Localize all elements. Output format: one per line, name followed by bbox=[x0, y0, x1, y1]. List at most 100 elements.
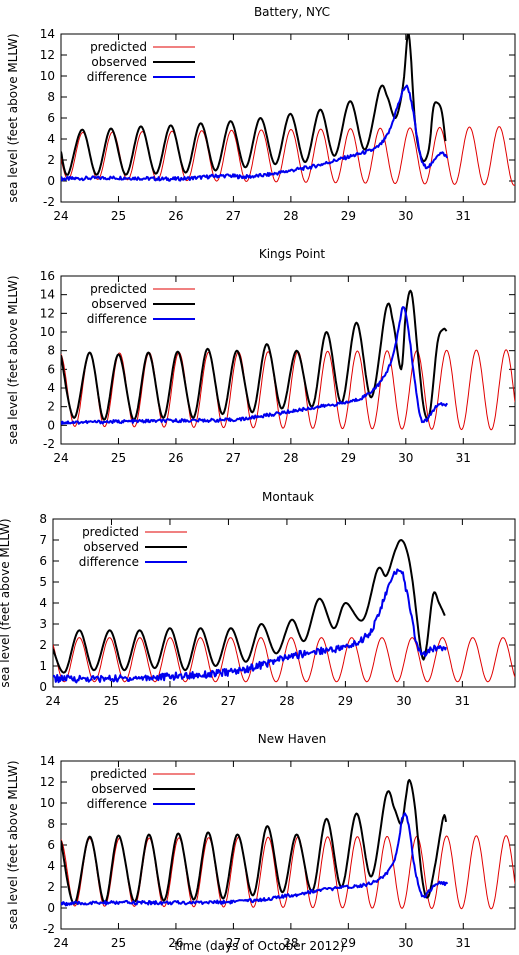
x-tick-label: 31 bbox=[455, 694, 470, 708]
x-tick-label: 31 bbox=[456, 936, 471, 950]
x-tick-label: 28 bbox=[283, 936, 298, 950]
y-axis-label: sea level (feet above MLLW) bbox=[6, 275, 20, 444]
series-line-difference bbox=[53, 568, 447, 684]
x-tick-label: 28 bbox=[283, 451, 298, 465]
series-line-difference bbox=[61, 812, 449, 907]
x-tick-label: 29 bbox=[338, 694, 353, 708]
x-tick-label: 26 bbox=[168, 451, 183, 465]
y-tick-label: 4 bbox=[47, 132, 55, 146]
y-tick-label: 0 bbox=[47, 418, 55, 432]
legend-label-difference: difference bbox=[87, 70, 147, 84]
plot-area bbox=[61, 34, 515, 186]
y-axis-label: sea level (feet above MLLW) bbox=[6, 760, 20, 929]
y-tick-label: 4 bbox=[39, 596, 47, 610]
x-tick-label: 25 bbox=[111, 209, 126, 223]
y-tick-label: 14 bbox=[40, 754, 55, 768]
y-tick-label: 3 bbox=[39, 617, 47, 631]
x-tick-label: 27 bbox=[221, 694, 236, 708]
y-tick-label: 10 bbox=[40, 69, 55, 83]
y-tick-label: 1 bbox=[39, 659, 47, 673]
common-x-axis-label: time (days of October 2012) bbox=[174, 939, 345, 953]
legend-label-predicted: predicted bbox=[82, 525, 139, 539]
y-tick-label: 6 bbox=[39, 554, 47, 568]
series-line-difference bbox=[61, 306, 449, 425]
x-tick-label: 27 bbox=[226, 451, 241, 465]
x-tick-label: 31 bbox=[456, 451, 471, 465]
x-tick-label: 31 bbox=[456, 209, 471, 223]
y-tick-label: 6 bbox=[47, 111, 55, 125]
y-tick-label: 4 bbox=[47, 859, 55, 873]
series-line-observed bbox=[61, 778, 447, 905]
y-tick-label: 8 bbox=[47, 90, 55, 104]
y-tick-label: 14 bbox=[40, 27, 55, 41]
legend-label-difference: difference bbox=[87, 797, 147, 811]
y-tick-label: 0 bbox=[47, 174, 55, 188]
x-tick-label: 30 bbox=[398, 209, 413, 223]
y-tick-label: 12 bbox=[40, 775, 55, 789]
y-tick-label: 8 bbox=[47, 344, 55, 358]
plot-area bbox=[61, 289, 515, 431]
legend-label-difference: difference bbox=[87, 312, 147, 326]
x-tick-label: 27 bbox=[226, 936, 241, 950]
y-tick-label: 16 bbox=[40, 269, 55, 283]
y-tick-label: -2 bbox=[43, 437, 55, 451]
y-tick-label: 2 bbox=[47, 880, 55, 894]
legend-label-difference: difference bbox=[79, 555, 139, 569]
x-tick-label: 24 bbox=[45, 694, 60, 708]
x-tick-label: 29 bbox=[341, 936, 356, 950]
y-axis-label: sea level (feet above MLLW) bbox=[0, 518, 12, 687]
x-tick-label: 30 bbox=[398, 936, 413, 950]
y-tick-label: 2 bbox=[47, 400, 55, 414]
x-tick-label: 24 bbox=[53, 936, 68, 950]
x-tick-label: 27 bbox=[226, 209, 241, 223]
y-tick-label: 8 bbox=[47, 817, 55, 831]
y-tick-label: 5 bbox=[39, 575, 47, 589]
y-tick-label: 8 bbox=[39, 512, 47, 526]
series-line-predicted bbox=[61, 126, 515, 186]
y-tick-label: 7 bbox=[39, 533, 47, 547]
series-line-observed bbox=[53, 539, 446, 674]
legend-label-observed: observed bbox=[91, 782, 147, 796]
chart-title: Battery, NYC bbox=[254, 5, 330, 19]
y-tick-label: 0 bbox=[39, 680, 47, 694]
x-tick-label: 26 bbox=[168, 209, 183, 223]
y-tick-label: 14 bbox=[40, 288, 55, 302]
x-tick-label: 26 bbox=[162, 694, 177, 708]
y-tick-label: 12 bbox=[40, 48, 55, 62]
plot-area bbox=[61, 778, 515, 910]
chart-panel: Kings Point sea level (feet above MLLW) -2… bbox=[6, 247, 516, 465]
y-tick-label: 6 bbox=[47, 362, 55, 376]
x-tick-label: 24 bbox=[53, 209, 68, 223]
x-tick-label: 30 bbox=[398, 451, 413, 465]
x-tick-label: 29 bbox=[341, 209, 356, 223]
y-tick-label: 2 bbox=[47, 153, 55, 167]
y-tick-label: 4 bbox=[47, 381, 55, 395]
chart-panel: Battery, NYC sea level (feet above MLLW) -… bbox=[6, 5, 516, 223]
legend-label-observed: observed bbox=[91, 297, 147, 311]
y-tick-label: 2 bbox=[39, 638, 47, 652]
x-tick-label: 28 bbox=[279, 694, 294, 708]
chart-panel: Montauk sea level (feet above MLLW) 0 1 2 3 4 5… bbox=[0, 490, 516, 708]
x-tick-label: 25 bbox=[104, 694, 119, 708]
series-line-observed bbox=[61, 34, 447, 176]
x-tick-label: 25 bbox=[111, 451, 126, 465]
y-tick-label: -2 bbox=[43, 922, 55, 936]
legend-label-predicted: predicted bbox=[90, 40, 147, 54]
x-tick-label: 26 bbox=[168, 936, 183, 950]
y-tick-label: -2 bbox=[43, 195, 55, 209]
series-line-observed bbox=[61, 289, 448, 421]
x-tick-label: 25 bbox=[111, 936, 126, 950]
y-tick-label: 10 bbox=[40, 325, 55, 339]
x-tick-label: 29 bbox=[341, 451, 356, 465]
y-tick-label: 0 bbox=[47, 901, 55, 915]
legend-label-predicted: predicted bbox=[90, 282, 147, 296]
x-tick-label: 28 bbox=[283, 209, 298, 223]
x-tick-label: 24 bbox=[53, 451, 68, 465]
legend-label-predicted: predicted bbox=[90, 767, 147, 781]
y-tick-label: 6 bbox=[47, 838, 55, 852]
chart-title: Kings Point bbox=[259, 247, 326, 261]
